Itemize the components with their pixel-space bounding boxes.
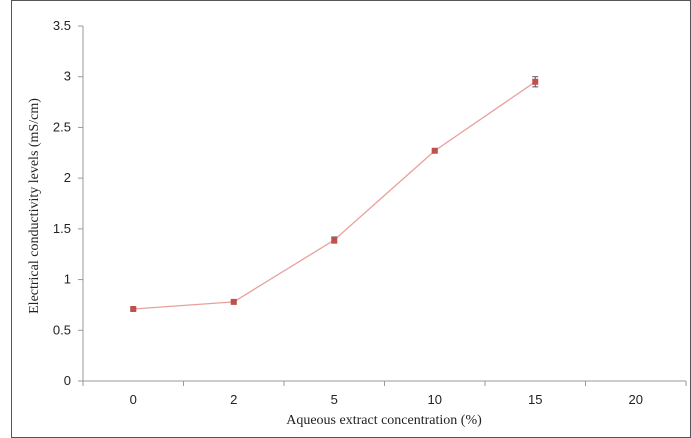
x-tick-label: 20 <box>629 392 643 407</box>
data-point <box>532 78 539 85</box>
x-tick-label: 15 <box>528 392 542 407</box>
series-line <box>133 81 536 310</box>
y-tick-label: 2.5 <box>53 119 71 134</box>
y-tick-label: 0 <box>64 373 71 388</box>
data-marks <box>130 76 539 312</box>
data-point <box>130 305 137 312</box>
y-axis-title: Electrical conductivity levels (mS/cm) <box>27 98 42 314</box>
data-point <box>331 237 338 244</box>
x-tick-label: 2 <box>230 392 237 407</box>
y-tick-label: 3.5 <box>53 18 71 33</box>
y-tick-label: 0.5 <box>53 322 71 337</box>
x-tick-label: 10 <box>428 392 442 407</box>
y-tick-label: 3 <box>64 69 71 84</box>
y-tick-label: 1.5 <box>53 221 71 236</box>
tick-labels: 0 0.5 1 1.5 2 2.5 3 3.5 0 2 5 10 15 20 <box>53 18 643 407</box>
x-axis-title: Aqueous extract concentration (%) <box>286 413 482 428</box>
axes <box>78 25 687 386</box>
x-tick-label: 5 <box>331 392 338 407</box>
data-point <box>431 147 438 154</box>
y-tick-label: 1 <box>64 272 71 287</box>
data-point <box>230 298 237 305</box>
y-tick-label: 2 <box>64 170 71 185</box>
x-tick-label: 0 <box>130 392 137 407</box>
chart-frame <box>11 0 691 438</box>
